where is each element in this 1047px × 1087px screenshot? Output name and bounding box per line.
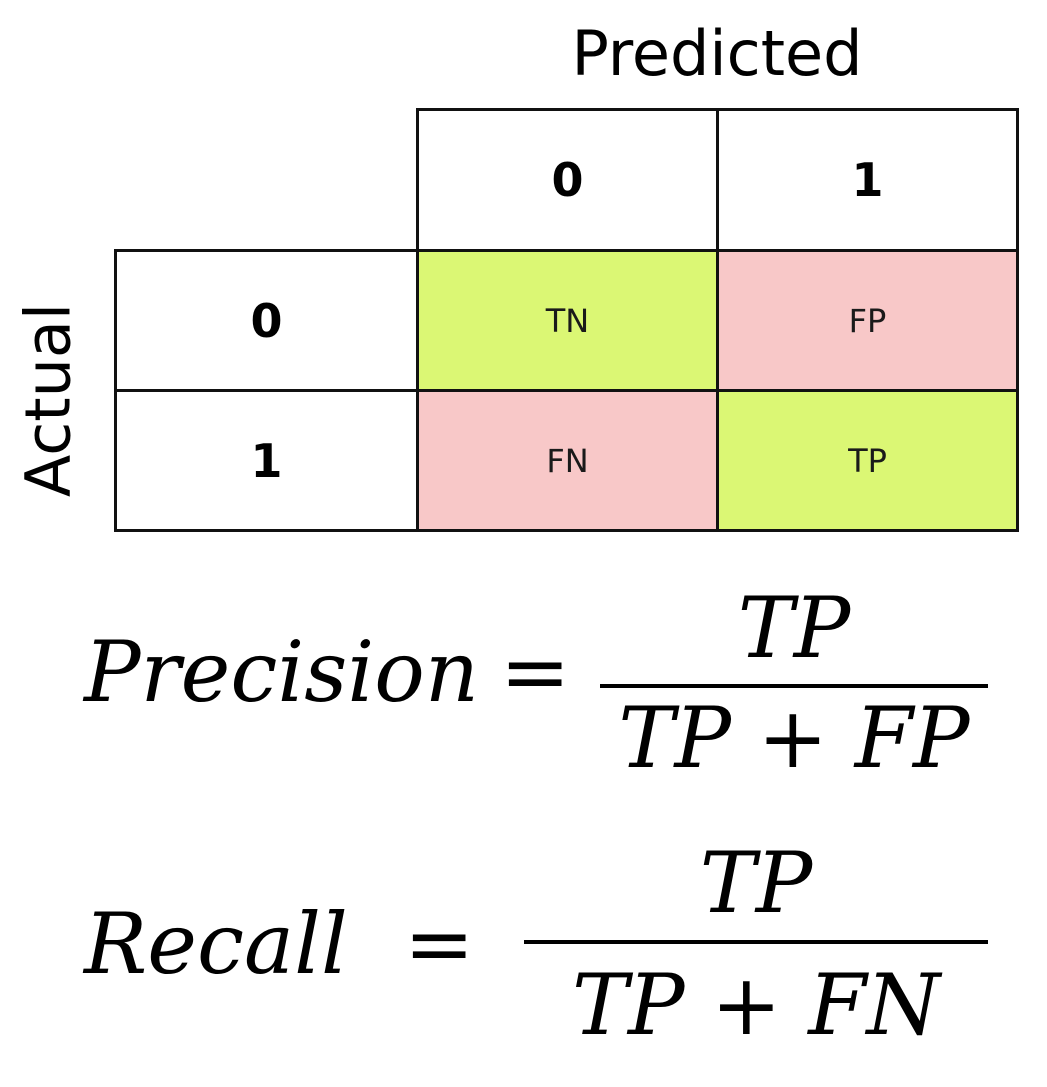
precision-equals: = [500,623,571,721]
recall-formula: Recall = TP TP + FN [0,822,1047,1062]
cell-false-negative: FN [416,389,719,532]
actual-axis-label-wrapper: Actual [10,282,86,518]
column-header-0: 0 [416,108,719,252]
row-header-1: 1 [114,389,419,532]
recall-denominator: TP + FN [571,956,941,1054]
cell-false-positive: FP [716,249,1019,392]
precision-numerator: TP [737,579,851,677]
recall-fraction-bar [524,940,988,944]
recall-equals: = [404,895,475,993]
column-header-1: 1 [716,108,1019,252]
row-header-0: 0 [114,249,419,392]
actual-axis-label: Actual [11,302,85,498]
precision-lhs: Precision [84,623,479,721]
cell-true-negative: TN [416,249,719,392]
precision-formula: Precision = TP TP + FP [0,570,1047,790]
recall-numerator: TP [699,834,813,932]
precision-fraction-bar [600,684,988,688]
cell-true-positive: TP [716,389,1019,532]
precision-denominator: TP + FP [618,689,970,787]
predicted-axis-label: Predicted [571,17,863,90]
recall-lhs: Recall [84,895,348,993]
